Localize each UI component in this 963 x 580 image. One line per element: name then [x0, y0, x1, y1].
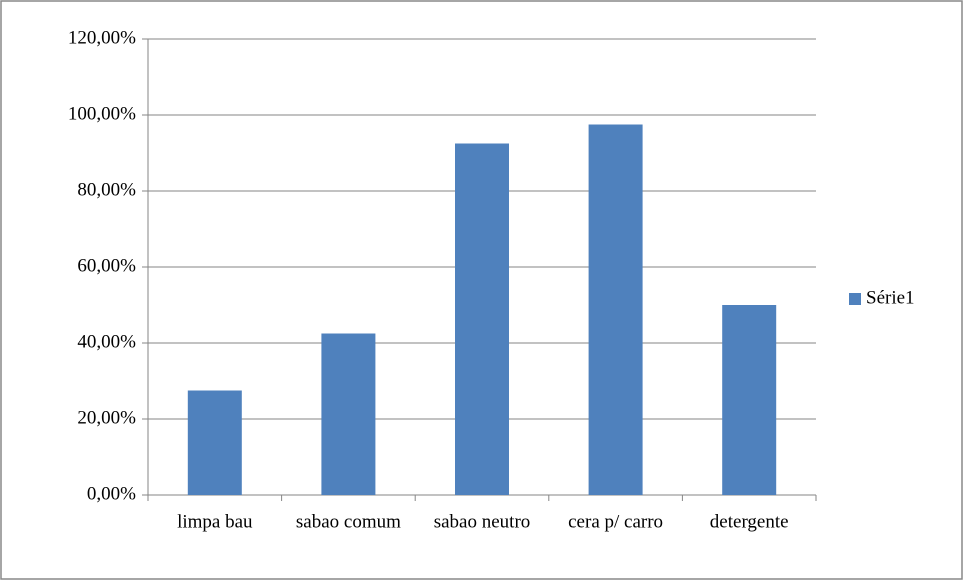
y-tick-label: 20,00% [77, 407, 136, 428]
x-tick-label: cera p/ carro [568, 511, 663, 532]
x-tick-label: sabao neutro [434, 511, 531, 532]
legend-swatch [849, 293, 861, 305]
y-tick-label: 100,00% [68, 103, 136, 124]
legend-label: Série1 [866, 287, 915, 308]
x-tick-label: limpa bau [177, 511, 253, 532]
y-tick-label: 40,00% [77, 331, 136, 352]
y-tick-label: 80,00% [77, 179, 136, 200]
y-tick-label: 0,00% [87, 483, 136, 504]
bar [321, 333, 376, 495]
bar [187, 390, 242, 495]
bar [722, 305, 777, 495]
y-tick-label: 120,00% [68, 27, 136, 48]
y-tick-label: 60,00% [77, 255, 136, 276]
x-tick-label: detergente [710, 511, 789, 532]
bar [588, 124, 643, 495]
x-tick-label: sabao comum [296, 511, 401, 532]
bar [455, 143, 509, 495]
